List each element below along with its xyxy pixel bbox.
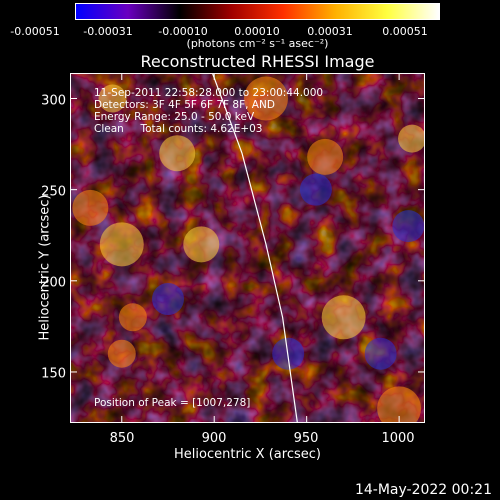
cold-spot bbox=[151, 283, 184, 316]
hot-spot bbox=[307, 138, 344, 175]
y-tick-label: 200 bbox=[41, 275, 66, 291]
hot-spot bbox=[159, 135, 196, 172]
hot-spot bbox=[321, 295, 366, 340]
colorbar-tick: 0.00051 bbox=[382, 25, 428, 38]
heatmap-plot bbox=[70, 73, 425, 423]
colorbar bbox=[75, 3, 440, 20]
clean-total-counts: Clean Total counts: 4.62E+03 bbox=[94, 123, 263, 135]
timestamp-footer: 14-May-2022 00:21 bbox=[354, 482, 492, 498]
hot-spot bbox=[107, 339, 136, 368]
y-tick-label: 250 bbox=[41, 184, 66, 200]
hot-spot bbox=[243, 76, 288, 121]
cold-spot bbox=[364, 337, 397, 370]
y-tick-label: 150 bbox=[41, 366, 66, 382]
limb-curve bbox=[211, 73, 298, 423]
hot-spot bbox=[118, 303, 147, 332]
hot-spot bbox=[398, 124, 425, 153]
x-tick-label: 1000 bbox=[381, 431, 415, 446]
observation-time: 11-Sep-2011 22:58:28.000 to 23:00:44.000 bbox=[94, 87, 324, 99]
peak-position: Position of Peak = [1007,278] bbox=[94, 397, 251, 409]
x-tick-label: 900 bbox=[201, 431, 227, 446]
colorbar-unit: (photons cm⁻² s⁻¹ asec⁻²) bbox=[186, 37, 329, 50]
detectors-info: Detectors: 3F 4F 5F 6F 7F 8F, AND bbox=[94, 99, 275, 111]
colorbar-tick: 0.00031 bbox=[307, 25, 353, 38]
heatmap-spots bbox=[72, 76, 425, 423]
plot-frame bbox=[70, 73, 425, 423]
colorbar-tick: -0.00051 bbox=[10, 25, 60, 38]
hot-spot bbox=[183, 226, 220, 263]
hot-spot bbox=[377, 386, 422, 423]
x-tick-label: 950 bbox=[293, 431, 319, 446]
hot-spot bbox=[98, 84, 127, 113]
cold-spot bbox=[392, 210, 425, 243]
chart-title: Reconstructed RHESSI Image bbox=[140, 52, 375, 71]
y-axis-label: Heliocentric Y (arcsec) bbox=[37, 194, 53, 341]
energy-range: Energy Range: 25.0 - 50.0 keV bbox=[94, 111, 255, 123]
hot-spot bbox=[99, 222, 144, 267]
x-tick-label: 850 bbox=[109, 431, 135, 446]
colorbar-tick: -0.00031 bbox=[83, 25, 133, 38]
axis-ticks bbox=[70, 73, 425, 423]
hot-spot bbox=[72, 189, 109, 226]
x-axis-label: Heliocentric X (arcsec) bbox=[174, 447, 321, 462]
y-tick-label: 300 bbox=[41, 93, 66, 109]
cold-spot bbox=[299, 173, 332, 206]
colorbar-tick: 0.00010 bbox=[234, 25, 280, 38]
colorbar-tick: -0.00010 bbox=[158, 25, 208, 38]
